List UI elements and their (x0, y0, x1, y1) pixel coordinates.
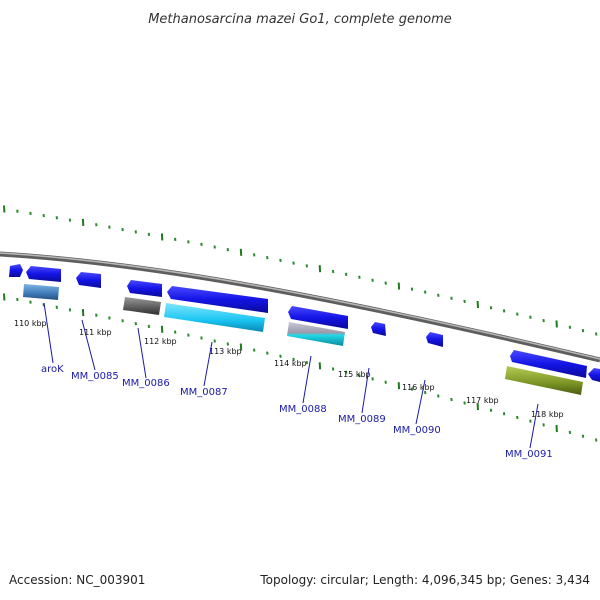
cog-bar[interactable] (123, 297, 161, 315)
genome-summary-text: Topology: circular; Length: 4,096,345 bp… (260, 573, 590, 587)
tick-label-118: 118 kbp (531, 410, 564, 419)
tick-label-111: 111 kbp (79, 328, 112, 337)
tick-label-114: 114 kbp (274, 359, 307, 368)
tick-label-112: 112 kbp (144, 337, 177, 346)
accession-text: Accession: NC_003901 (9, 573, 146, 587)
gene-label-mm0087[interactable]: MM_0087 (180, 387, 228, 398)
gene-feature[interactable] (127, 280, 162, 297)
gene-feature[interactable] (288, 306, 348, 329)
gene-label-mm0091[interactable]: MM_0091 (505, 449, 553, 460)
map-title: Methanosarcina mazei Go1, complete genom… (148, 12, 452, 27)
tick-label-116: 116 kbp (402, 383, 435, 392)
leader-line (81, 319, 96, 371)
outer-tick-ring (3, 205, 598, 336)
leader-line (302, 355, 312, 404)
inner-tick-ring (3, 293, 598, 442)
cog-bar[interactable] (505, 366, 583, 395)
gene-leader-lines (43, 302, 539, 449)
gene-feature[interactable] (426, 332, 443, 347)
leader-line (529, 403, 539, 449)
cog-bar[interactable] (164, 303, 265, 332)
genome-backbone (0, 251, 600, 363)
leader-line (43, 302, 54, 364)
cog-bars (23, 284, 583, 395)
gene-feature[interactable] (76, 272, 101, 288)
genome-backbone-highlight (0, 252, 600, 360)
gene-label-mm0088[interactable]: MM_0088 (279, 404, 327, 415)
forward-genes (9, 264, 600, 382)
gene-feature[interactable] (167, 286, 268, 313)
gene-label-arok[interactable]: aroK (41, 364, 64, 375)
gene-feature[interactable] (9, 264, 23, 277)
leader-line (361, 367, 370, 414)
tick-labels: 110 kbp 111 kbp 112 kbp 113 kbp 114 kbp … (14, 319, 564, 419)
cog-bar[interactable] (23, 284, 59, 300)
tick-label-113: 113 kbp (209, 347, 242, 356)
gene-feature[interactable] (371, 322, 386, 336)
leader-line (137, 327, 147, 379)
gene-feature[interactable] (588, 368, 600, 382)
cog-bar[interactable] (287, 322, 345, 346)
gene-labels: aroK MM_0085 MM_0086 MM_0087 MM_0088 MM_… (41, 364, 553, 460)
gene-feature[interactable] (26, 266, 61, 282)
gene-label-mm0086[interactable]: MM_0086 (122, 378, 170, 389)
gene-label-mm0089[interactable]: MM_0089 (338, 414, 386, 425)
gene-label-mm0090[interactable]: MM_0090 (393, 425, 441, 436)
tick-label-117: 117 kbp (466, 396, 499, 405)
tick-label-115: 115 kbp (338, 370, 371, 379)
leader-line (415, 379, 426, 425)
tick-label-110: 110 kbp (14, 319, 47, 328)
leader-line (203, 341, 213, 387)
gene-label-mm0085[interactable]: MM_0085 (71, 371, 119, 382)
gene-feature[interactable] (510, 350, 587, 378)
